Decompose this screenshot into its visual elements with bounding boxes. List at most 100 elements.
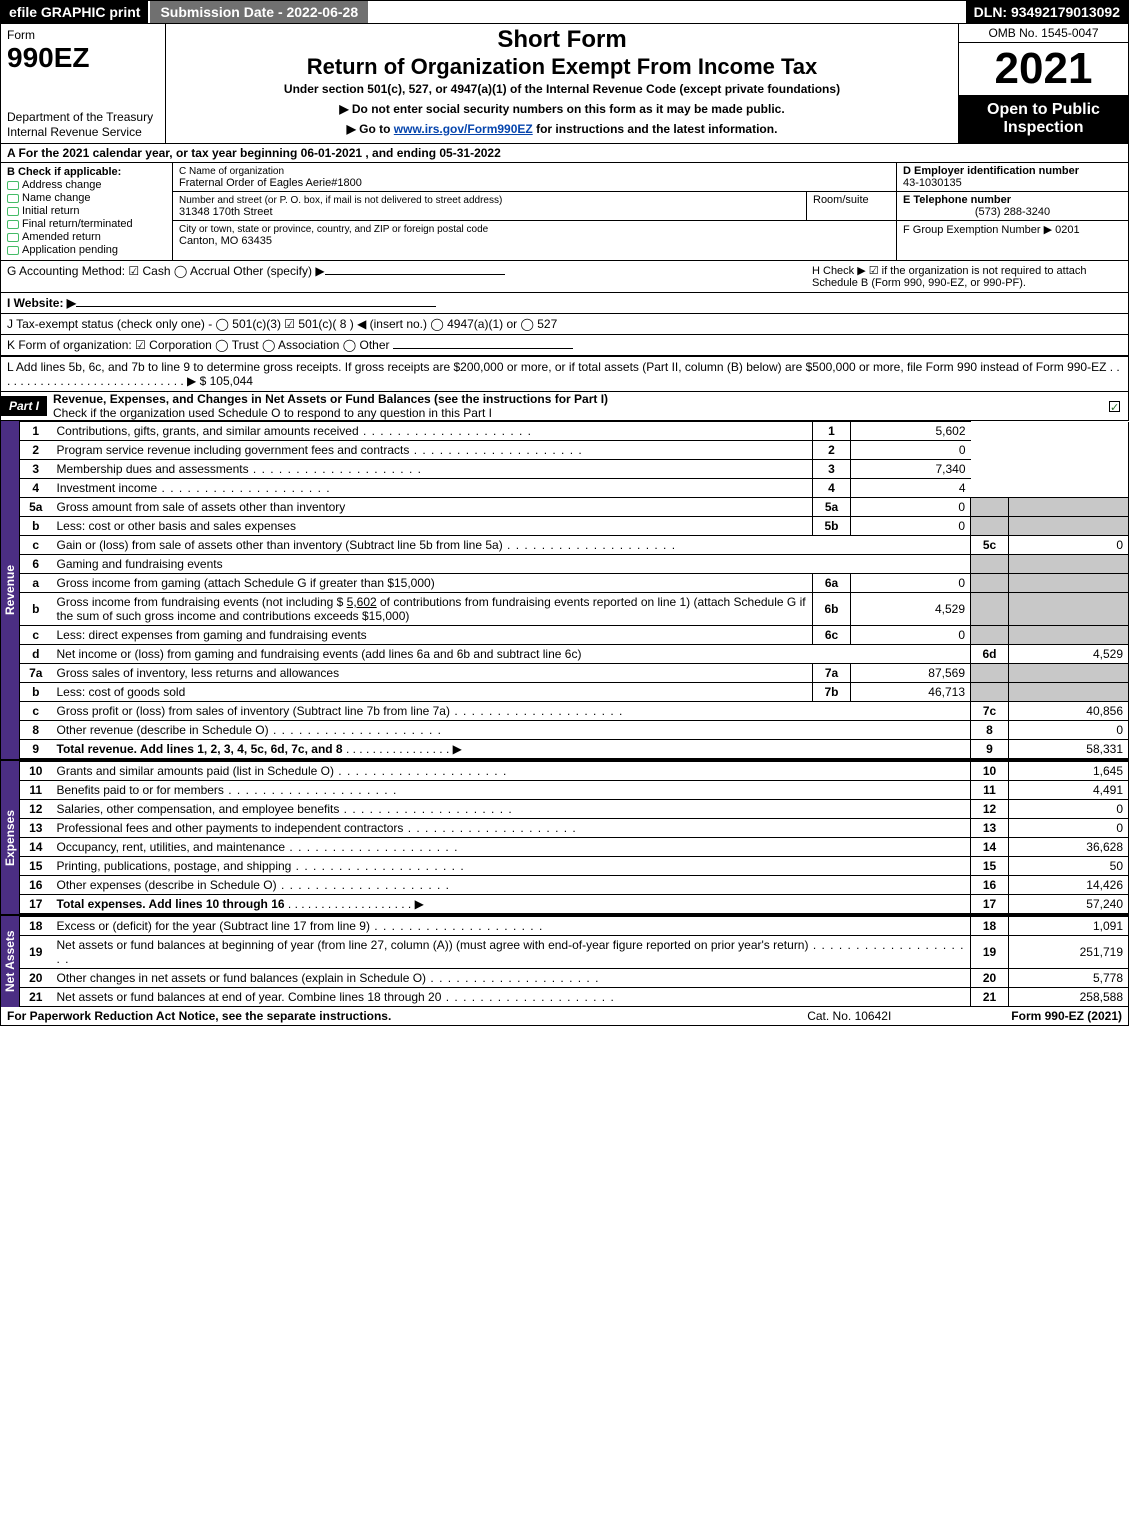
- line-12: 12Salaries, other compensation, and empl…: [20, 800, 1129, 819]
- return-title: Return of Organization Exempt From Incom…: [172, 54, 952, 80]
- line-1: 1Contributions, gifts, grants, and simil…: [20, 422, 1129, 441]
- line-21: 21Net assets or fund balances at end of …: [20, 988, 1129, 1007]
- expenses-table: 10Grants and similar amounts paid (list …: [19, 761, 1129, 914]
- line-6b: bGross income from fundraising events (n…: [20, 593, 1129, 626]
- efile-print-label[interactable]: efile GRAPHIC print: [1, 1, 148, 23]
- d-ein-label: D Employer identification number: [903, 165, 1079, 177]
- gross-receipts-line: L Add lines 5b, 6c, and 7b to line 9 to …: [7, 360, 1120, 388]
- chk-name-change[interactable]: Name change: [7, 192, 166, 204]
- open-to-public: Open to Public Inspection: [959, 95, 1128, 143]
- website-label: I Website: ▶: [7, 296, 76, 310]
- netassets-table: 18Excess or (deficit) for the year (Subt…: [19, 916, 1129, 1007]
- line-7c: cGross profit or (loss) from sales of in…: [20, 702, 1129, 721]
- line-11: 11Benefits paid to or for members114,491: [20, 781, 1129, 800]
- netassets-vlabel: Net Assets: [0, 916, 19, 1007]
- chk-final-return[interactable]: Final return/terminated: [7, 218, 166, 230]
- c-addr-label: Number and street (or P. O. box, if mail…: [179, 195, 502, 206]
- line-13: 13Professional fees and other payments t…: [20, 819, 1129, 838]
- line-5c: cGain or (loss) from sale of assets othe…: [20, 536, 1129, 555]
- room-suite-label: Room/suite: [806, 192, 896, 220]
- line-6a: aGross income from gaming (attach Schedu…: [20, 574, 1129, 593]
- page-footer: For Paperwork Reduction Act Notice, see …: [0, 1007, 1129, 1026]
- chk-initial-return[interactable]: Initial return: [7, 205, 166, 217]
- section-h: H Check ▶ ☑ if the organization is not r…: [812, 265, 1087, 289]
- line-7b: bLess: cost of goods sold7b46,713: [20, 683, 1129, 702]
- line-3: 3Membership dues and assessments37,340: [20, 460, 1129, 479]
- sections-gh: G Accounting Method: ☑ Cash ◯ Accrual Ot…: [0, 261, 1129, 293]
- section-i: I Website: ▶: [0, 293, 1129, 314]
- chk-address-change[interactable]: Address change: [7, 179, 166, 191]
- section-c: C Name of organization Fraternal Order o…: [173, 163, 896, 260]
- part1-header: Part I Revenue, Expenses, and Changes in…: [0, 392, 1129, 421]
- part1-checkbox[interactable]: [1088, 399, 1128, 413]
- tel-value: (573) 288-3240: [903, 206, 1122, 218]
- line-10: 10Grants and similar amounts paid (list …: [20, 762, 1129, 781]
- instr-goto: ▶ Go to www.irs.gov/Form990EZ for instru…: [172, 122, 952, 136]
- line-5b: bLess: cost or other basis and sales exp…: [20, 517, 1129, 536]
- line-19: 19Net assets or fund balances at beginni…: [20, 936, 1129, 969]
- line-9: 9Total revenue. Add lines 1, 2, 3, 4, 5c…: [20, 740, 1129, 759]
- section-l: L Add lines 5b, 6c, and 7b to line 9 to …: [0, 357, 1129, 392]
- f-group-label: F Group Exemption Number ▶: [903, 224, 1052, 236]
- form-of-org: K Form of organization: ☑ Corporation ◯ …: [7, 338, 390, 352]
- submission-date: Submission Date - 2022-06-28: [148, 1, 368, 23]
- tax-exempt-status: J Tax-exempt status (check only one) - ◯…: [7, 317, 557, 331]
- title-block: Short Form Return of Organization Exempt…: [166, 24, 958, 143]
- line-6d: dNet income or (loss) from gaming and fu…: [20, 645, 1129, 664]
- short-form-title: Short Form: [172, 26, 952, 54]
- org-name: Fraternal Order of Eagles Aerie#1800: [179, 177, 362, 189]
- footer-formno: Form 990-EZ (2021): [1011, 1009, 1122, 1023]
- form-word: Form: [7, 28, 159, 42]
- section-k: K Form of organization: ☑ Corporation ◯ …: [0, 335, 1129, 357]
- section-def: D Employer identification number 43-1030…: [896, 163, 1128, 260]
- dept-treasury: Department of the Treasury Internal Reve…: [7, 110, 159, 139]
- line-14: 14Occupancy, rent, utilities, and mainte…: [20, 838, 1129, 857]
- line-8: 8Other revenue (describe in Schedule O)8…: [20, 721, 1129, 740]
- org-city: Canton, MO 63435: [179, 235, 272, 247]
- chk-application-pending[interactable]: Application pending: [7, 244, 166, 256]
- instr-goto-prefix: ▶ Go to: [347, 122, 394, 136]
- footer-catno: Cat. No. 10642I: [807, 1009, 891, 1023]
- expenses-section: Expenses 10Grants and similar amounts pa…: [0, 759, 1129, 914]
- section-a-text: A For the 2021 calendar year, or tax yea…: [7, 146, 501, 160]
- line-2: 2Program service revenue including gover…: [20, 441, 1129, 460]
- form-number-block: Form 990EZ Department of the Treasury In…: [1, 24, 166, 143]
- line-17: 17Total expenses. Add lines 10 through 1…: [20, 895, 1129, 914]
- c-name-label: C Name of organization: [179, 166, 284, 177]
- revenue-table: 1Contributions, gifts, grants, and simil…: [19, 421, 1129, 759]
- chk-amended-return[interactable]: Amended return: [7, 231, 166, 243]
- c-city-label: City or town, state or province, country…: [179, 224, 488, 235]
- part1-title: Revenue, Expenses, and Changes in Net As…: [53, 392, 608, 406]
- section-a-taxyear: A For the 2021 calendar year, or tax yea…: [0, 144, 1129, 163]
- netassets-section: Net Assets 18Excess or (deficit) for the…: [0, 914, 1129, 1007]
- instr-goto-suffix: for instructions and the latest informat…: [533, 122, 778, 136]
- section-j: J Tax-exempt status (check only one) - ◯…: [0, 314, 1129, 335]
- group-number: 0201: [1055, 224, 1079, 236]
- sections-bcdef: B Check if applicable: Address change Na…: [0, 163, 1129, 261]
- dln-label: DLN: 93492179013092: [966, 1, 1128, 23]
- line-18: 18Excess or (deficit) for the year (Subt…: [20, 917, 1129, 936]
- footer-paperwork: For Paperwork Reduction Act Notice, see …: [7, 1009, 391, 1023]
- form-header: Form 990EZ Department of the Treasury In…: [0, 24, 1129, 144]
- part1-bar: Part I: [1, 396, 47, 416]
- e-tel-label: E Telephone number: [903, 194, 1011, 206]
- irs-link[interactable]: www.irs.gov/Form990EZ: [394, 122, 533, 136]
- section-b-title: B Check if applicable:: [7, 166, 121, 178]
- revenue-section: Revenue 1Contributions, gifts, grants, a…: [0, 421, 1129, 759]
- line-6: 6Gaming and fundraising events: [20, 555, 1129, 574]
- revenue-vlabel: Revenue: [0, 421, 19, 759]
- line-16: 16Other expenses (describe in Schedule O…: [20, 876, 1129, 895]
- section-g: G Accounting Method: ☑ Cash ◯ Accrual Ot…: [7, 264, 325, 278]
- line-4: 4Investment income44: [20, 479, 1129, 498]
- top-bar: efile GRAPHIC print Submission Date - 20…: [0, 0, 1129, 24]
- section-b: B Check if applicable: Address change Na…: [1, 163, 173, 260]
- omb-year-block: OMB No. 1545-0047 2021 Open to Public In…: [958, 24, 1128, 143]
- under-section: Under section 501(c), 527, or 4947(a)(1)…: [172, 82, 952, 96]
- expenses-vlabel: Expenses: [0, 761, 19, 914]
- line-7a: 7aGross sales of inventory, less returns…: [20, 664, 1129, 683]
- omb-number: OMB No. 1545-0047: [959, 24, 1128, 43]
- part1-check: Check if the organization used Schedule …: [53, 406, 492, 420]
- line-6c: cLess: direct expenses from gaming and f…: [20, 626, 1129, 645]
- ein-value: 43-1030135: [903, 177, 962, 189]
- line-20: 20Other changes in net assets or fund ba…: [20, 969, 1129, 988]
